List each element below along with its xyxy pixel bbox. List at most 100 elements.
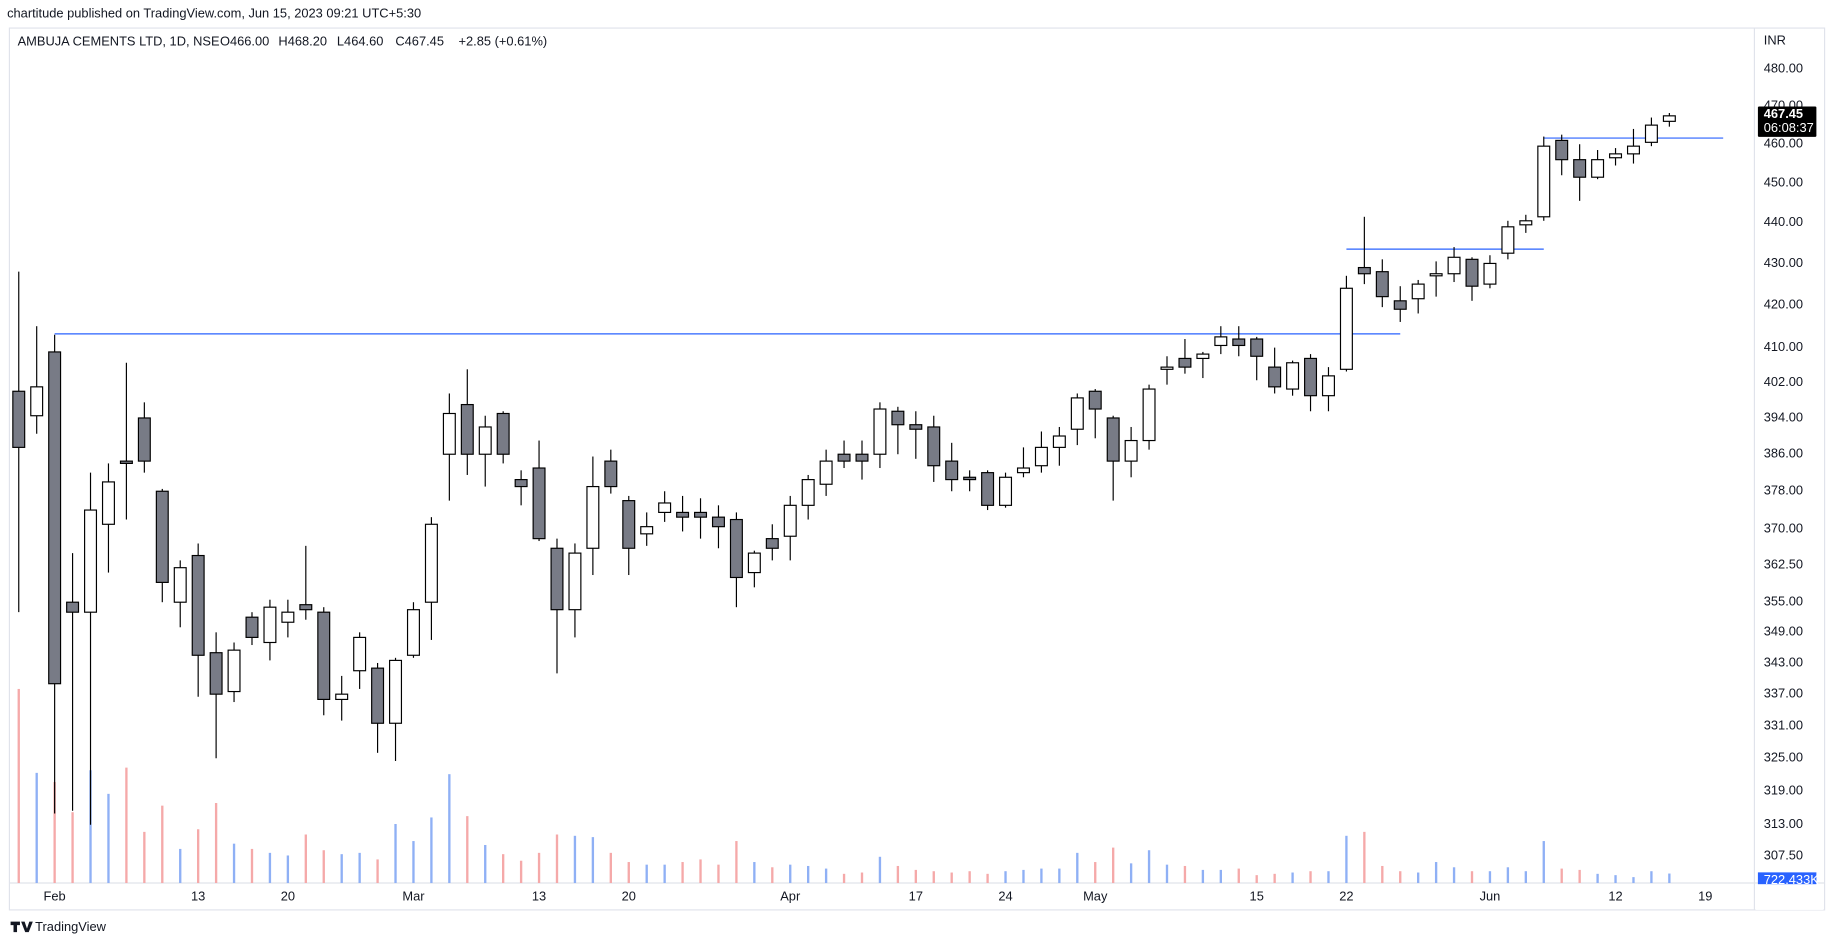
volume-bar: [573, 835, 577, 884]
candle-body: [1160, 366, 1174, 370]
volume-bar: [1273, 873, 1276, 884]
legend-change: +2.85 (+0.61%): [459, 33, 548, 48]
volume-bar: [17, 688, 20, 884]
volume-bar: [232, 843, 236, 884]
volume-bar: [1470, 871, 1474, 884]
volume-bar: [1560, 868, 1563, 884]
x-tick-label: Apr: [780, 888, 801, 903]
volume-bar: [1488, 871, 1492, 884]
candle-body: [119, 460, 133, 464]
candle-body: [478, 426, 492, 455]
candle-body: [1052, 435, 1066, 448]
y-tick-label: 440.00: [1764, 214, 1803, 229]
volume-bar: [1022, 869, 1025, 884]
candle-body: [801, 479, 815, 506]
volume-bar: [932, 871, 935, 884]
x-tick-label: 22: [1339, 888, 1353, 903]
volume-bar: [1201, 869, 1205, 884]
candle-body: [1644, 124, 1658, 143]
candle-body: [209, 652, 223, 695]
candle-body: [1142, 388, 1156, 442]
volume-bar: [322, 850, 325, 884]
price-tag-countdown: 06:08:37: [1764, 120, 1814, 135]
volume-bar: [609, 852, 612, 884]
volume-bar: [1129, 863, 1133, 884]
candle-body: [1268, 366, 1282, 388]
volume-bar: [1165, 864, 1169, 884]
candle-body: [155, 490, 169, 583]
y-tick-label: 362.50: [1764, 557, 1803, 572]
volume-bar: [627, 862, 630, 884]
brand-logo: TradingView: [10, 919, 107, 934]
candle-body: [84, 509, 98, 613]
candle-body: [550, 547, 564, 611]
candle-body: [1250, 338, 1264, 357]
x-tick-label: May: [1083, 888, 1108, 903]
volume-bar: [179, 848, 182, 884]
candle-body: [514, 479, 528, 488]
y-tick-label: 460.00: [1764, 136, 1803, 151]
x-tick-label: Feb: [44, 888, 66, 903]
volume-bar: [771, 867, 774, 884]
x-tick-label: 17: [909, 888, 923, 903]
x-tick-label: 20: [281, 888, 295, 903]
candle-body: [460, 403, 474, 455]
candle-body: [1304, 357, 1318, 397]
candle-body: [101, 481, 115, 525]
candle-body: [694, 511, 708, 518]
y-tick-label: 331.00: [1764, 717, 1803, 732]
x-tick-label: Jun: [1480, 888, 1501, 903]
candle-body: [729, 518, 743, 579]
volume-bar: [394, 824, 397, 884]
volume-bar: [107, 793, 110, 884]
volume-bar: [753, 862, 756, 884]
volume-bar: [1345, 835, 1348, 884]
candle-body: [1214, 336, 1228, 347]
volume-bar: [824, 868, 828, 884]
candle-body: [1070, 397, 1084, 430]
candle-body: [981, 472, 995, 506]
candle-body: [909, 424, 923, 430]
candle-body: [263, 606, 277, 644]
x-tick-label: 13: [532, 888, 546, 903]
candle-body: [281, 611, 295, 623]
x-tick-label: 12: [1608, 888, 1622, 903]
candle-body: [1573, 159, 1587, 178]
candle-body: [66, 601, 80, 613]
candle-body: [12, 390, 26, 448]
volume-bar: [807, 865, 810, 884]
candle-body: [1178, 357, 1192, 368]
candle-body: [335, 693, 349, 701]
candle-body: [30, 386, 44, 417]
candle-body: [586, 485, 600, 549]
candle-body: [1626, 145, 1640, 155]
candle-body: [1591, 159, 1605, 178]
y-tick-label: 450.00: [1764, 174, 1803, 189]
candle-body: [873, 408, 887, 455]
volume-bar: [878, 856, 882, 884]
volume-bar: [125, 767, 128, 884]
candle-body: [1465, 258, 1479, 287]
candle-body: [1088, 390, 1102, 410]
y-tick-label: 319.00: [1764, 783, 1803, 798]
y-tick-label: 480.00: [1764, 60, 1803, 75]
logo-mark: [10, 921, 33, 933]
candle-body: [299, 604, 313, 611]
candle-body: [353, 636, 367, 672]
volume-bar: [1632, 877, 1635, 884]
volume-bar: [735, 841, 738, 884]
candle-body: [568, 552, 582, 611]
volume-bar: [1237, 868, 1240, 884]
volume-bar: [1094, 862, 1097, 884]
candle-body: [855, 453, 869, 462]
volume-bar: [699, 859, 702, 884]
x-tick-label: 15: [1250, 888, 1264, 903]
volume-bar: [358, 852, 361, 884]
volume-bar: [268, 852, 272, 884]
volume-bar: [968, 871, 971, 884]
candle-body: [1016, 467, 1030, 474]
volume-bar: [1596, 873, 1599, 884]
volume-bar: [1255, 875, 1258, 884]
price-tag: [1757, 106, 1817, 137]
volume-bar: [161, 805, 164, 884]
